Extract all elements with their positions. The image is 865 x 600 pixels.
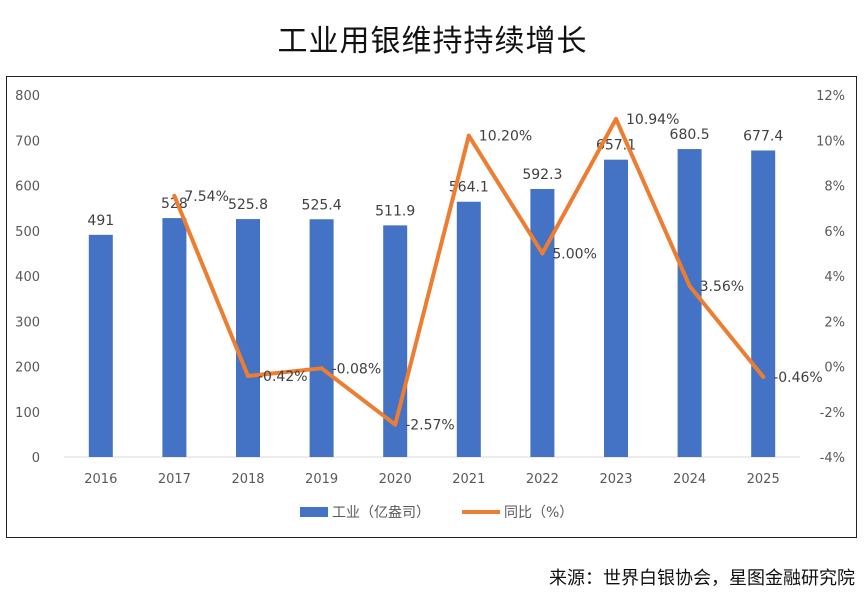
right-tick-label: 2% — [824, 315, 845, 330]
legend-bar-swatch — [300, 507, 328, 517]
line-point — [393, 422, 398, 427]
line-point — [761, 374, 766, 379]
line-data-label: -0.42% — [258, 369, 308, 385]
left-tick-label: 600 — [15, 180, 40, 195]
left-tick-label: 200 — [15, 361, 40, 376]
chart-title: 工业用银维持持续增长 — [277, 24, 588, 59]
legend-bar-label: 工业（亿盎司） — [332, 505, 430, 521]
x-tick-label: 2016 — [84, 472, 117, 487]
x-tick-label: 2025 — [747, 472, 780, 487]
bar — [530, 188, 555, 457]
bar — [88, 234, 113, 457]
line-series — [172, 116, 766, 427]
bar-data-label: 525.8 — [228, 197, 268, 213]
line-data-label: -2.57% — [405, 418, 455, 434]
bar — [309, 219, 334, 457]
bar-series — [88, 149, 776, 458]
x-tick-label: 2024 — [673, 472, 706, 487]
line-point — [466, 133, 471, 138]
left-tick-label: 300 — [15, 315, 40, 330]
x-tick-label: 2019 — [305, 472, 338, 487]
line-point — [614, 116, 618, 121]
left-tick-label: 400 — [15, 270, 40, 285]
x-tick-label: 2022 — [526, 472, 559, 487]
line-point — [540, 251, 545, 256]
right-axis-ticks: -4% -2% 0% 2% 4% 6% 8% 10% 12% — [816, 89, 845, 466]
legend-line-label: 同比（%） — [504, 505, 573, 521]
bar — [677, 149, 702, 458]
right-tick-label: 10% — [816, 134, 845, 149]
bar — [236, 219, 260, 457]
bar-data-label: 677.4 — [743, 128, 783, 144]
right-tick-label: -2% — [820, 406, 845, 421]
left-tick-label: 800 — [15, 89, 40, 104]
line-point — [172, 193, 177, 198]
line-data-label: -0.46% — [773, 370, 823, 386]
left-axis-ticks: 0 100 200 300 400 500 600 700 800 — [15, 89, 40, 466]
bar — [751, 150, 776, 457]
bar — [456, 201, 481, 457]
x-axis-ticks: 2016 2017 2018 2019 2020 2021 2022 2023 2024 2025 — [84, 472, 779, 487]
right-tick-label: 4% — [824, 270, 845, 285]
right-tick-label: 0% — [824, 361, 845, 376]
source-note: 来源：世界白银协会，星图金融研究院 — [549, 568, 855, 589]
line-point — [319, 366, 324, 371]
left-tick-label: 0 — [32, 451, 40, 466]
bar-data-label: 680.5 — [670, 127, 710, 143]
right-tick-label: -4% — [820, 451, 845, 466]
x-tick-label: 2020 — [379, 472, 412, 487]
right-tick-label: 8% — [824, 180, 845, 195]
line-data-labels: 7.54% -0.42% -0.08% -2.57% 10.20% 5.00% 10.94%… — [184, 112, 822, 434]
left-tick-label: 700 — [15, 134, 40, 149]
line-data-label: 10.20% — [479, 129, 532, 145]
bar-data-label: 564.1 — [449, 180, 489, 196]
bar-data-label: 491 — [87, 213, 114, 229]
left-tick-label: 500 — [15, 225, 40, 240]
line-data-label: 5.00% — [552, 246, 596, 262]
line-data-label: 7.54% — [184, 189, 228, 205]
x-tick-label: 2018 — [231, 472, 264, 487]
line-data-label: 10.94% — [626, 112, 679, 128]
chart-frame — [6, 76, 857, 538]
line-data-label: 3.56% — [700, 279, 744, 295]
x-tick-label: 2021 — [452, 472, 485, 487]
line-point — [687, 283, 692, 288]
right-tick-label: 6% — [824, 225, 845, 240]
bar-data-label: 511.9 — [375, 203, 415, 219]
bar-data-label: 592.3 — [522, 167, 562, 183]
bar-data-label: 525.4 — [302, 197, 342, 213]
right-tick-label: 12% — [816, 89, 845, 104]
left-tick-label: 100 — [15, 406, 40, 421]
line-point — [246, 374, 250, 379]
legend: 工业（亿盎司） 同比（%） — [300, 505, 573, 521]
bar — [162, 218, 187, 457]
line-data-label: -0.08% — [332, 361, 382, 377]
bar — [604, 159, 628, 458]
x-tick-label: 2023 — [599, 472, 632, 487]
x-tick-label: 2017 — [158, 472, 191, 487]
